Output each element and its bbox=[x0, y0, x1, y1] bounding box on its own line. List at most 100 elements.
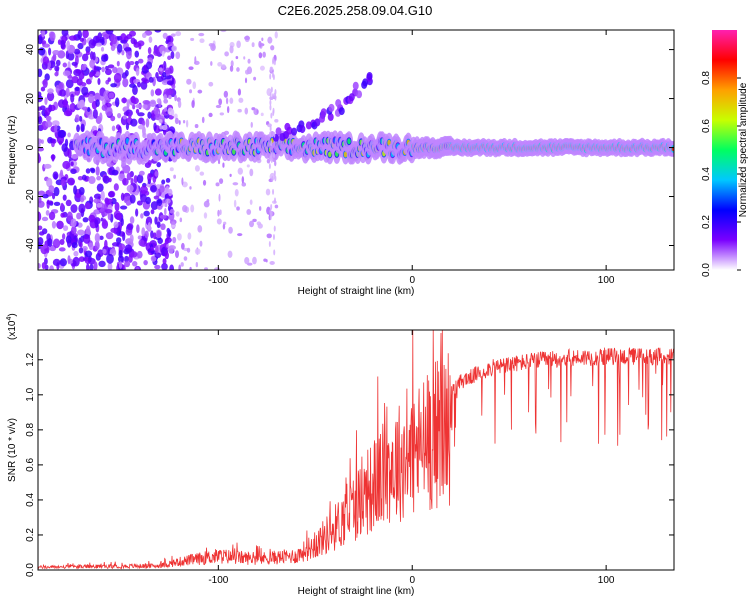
spectrogram-cell bbox=[268, 163, 271, 170]
spectrogram-cell bbox=[73, 250, 79, 257]
spectrogram-cell bbox=[41, 262, 46, 270]
spectrogram-cell bbox=[270, 140, 273, 147]
spectrogram-cell bbox=[72, 256, 80, 267]
spectrogram-cell bbox=[49, 265, 54, 270]
spectrogram-cell bbox=[217, 62, 223, 67]
spectrogram-cell bbox=[126, 172, 132, 181]
spectrogram-cell bbox=[272, 74, 275, 81]
spectrogram-cell bbox=[138, 170, 145, 176]
y-tick-label: -40 bbox=[25, 238, 36, 253]
x-tick-label: -100 bbox=[208, 275, 228, 286]
snr-series-line bbox=[38, 330, 674, 570]
spectrogram-cell bbox=[100, 190, 105, 201]
spectrogram-cell bbox=[164, 202, 168, 208]
spectrogram-cell bbox=[270, 86, 273, 93]
spectrogram-cell bbox=[219, 209, 222, 216]
spectrogram-cell bbox=[65, 87, 70, 98]
spectrogram-cell bbox=[160, 223, 166, 231]
spectrogram-cell bbox=[164, 75, 172, 80]
spectrogram-cell bbox=[46, 91, 55, 102]
spectrogram-cell bbox=[47, 238, 53, 247]
spectrogram-cell bbox=[94, 92, 101, 102]
spectrogram-cell bbox=[269, 125, 272, 132]
spectrogram-cell bbox=[122, 77, 129, 88]
spectrogram-cell bbox=[162, 258, 167, 265]
spectrogram-cell bbox=[81, 53, 89, 62]
spectrogram-cell bbox=[60, 202, 64, 211]
spectrogram-cell bbox=[136, 224, 140, 234]
spectrogram-cell bbox=[270, 112, 273, 119]
spectrogram-cell bbox=[80, 197, 85, 203]
spectrogram-cell bbox=[126, 98, 130, 109]
spectrogram-cell bbox=[171, 45, 178, 52]
spectrogram-cell bbox=[96, 202, 103, 208]
spectrogram-cell bbox=[328, 151, 332, 158]
spectrogram-cell bbox=[190, 204, 195, 213]
spectrogram-cell bbox=[63, 110, 72, 117]
spectrogram-cell bbox=[142, 99, 151, 105]
spectrogram-cell bbox=[286, 126, 293, 135]
spectrogram-cell bbox=[244, 107, 249, 115]
spectrogram-cell bbox=[259, 65, 265, 71]
spectrogram-cell bbox=[234, 189, 239, 197]
spectrogram-cell bbox=[169, 209, 175, 214]
spectrogram-cell bbox=[126, 184, 134, 193]
spectrogram-cell bbox=[249, 220, 255, 228]
spectrogram-cell bbox=[135, 108, 140, 114]
spectrogram-cell bbox=[244, 35, 250, 41]
spectrogram-cell bbox=[265, 188, 271, 196]
spectrogram-cell bbox=[117, 43, 123, 53]
spectrogram-cell bbox=[115, 237, 122, 244]
spectrogram-cell bbox=[94, 240, 100, 251]
spectrogram-cell bbox=[175, 211, 180, 217]
spectrogram-cell bbox=[113, 72, 122, 83]
figure-title: C2E6.2025.258.09.04.G10 bbox=[278, 3, 433, 18]
spectrogram-cell bbox=[134, 50, 140, 58]
spectrogram-cell bbox=[86, 106, 91, 113]
spectrogram-cell bbox=[94, 232, 101, 243]
spectrogram-cell bbox=[82, 217, 89, 223]
spectrogram-cell bbox=[218, 98, 223, 106]
spectrogram-cell bbox=[273, 197, 276, 204]
spectrogram-cell bbox=[159, 185, 165, 193]
spectrogram-cell bbox=[104, 68, 112, 76]
spectrogram-cell bbox=[166, 243, 169, 248]
spectrogram-cell bbox=[38, 115, 43, 125]
spectrogram-cell bbox=[347, 138, 351, 145]
spectrogram-cell bbox=[186, 78, 192, 85]
spectrogram-cell bbox=[161, 262, 168, 270]
y-tick-label: 0.4 bbox=[25, 493, 36, 507]
spectrogram-cell bbox=[328, 103, 335, 112]
spectrogram-cell bbox=[249, 168, 254, 177]
spectrogram-cell bbox=[138, 239, 145, 247]
spectrogram-panel: -100 0 100 -40 -20 0 20 40 Height of straight … bbox=[7, 29, 675, 297]
spectrogram-cell bbox=[273, 59, 276, 66]
spectrogram-cell bbox=[62, 62, 68, 68]
spectrogram-cell bbox=[268, 240, 271, 247]
spectrogram-cell bbox=[85, 225, 91, 236]
spectrogram-cell bbox=[153, 122, 157, 131]
spectrogram-cell bbox=[88, 93, 95, 104]
spectrogram-cell bbox=[210, 43, 216, 52]
spectrogram-cell bbox=[149, 101, 157, 108]
spectrogram-cell bbox=[150, 230, 154, 239]
spectrogram-cell bbox=[183, 256, 188, 261]
spectrogram-cell bbox=[166, 227, 171, 234]
spectrogram-cell bbox=[110, 44, 116, 52]
spectrogram-cell bbox=[38, 111, 41, 118]
spectrogram-cell bbox=[38, 190, 46, 196]
spectrogram-cell bbox=[95, 99, 100, 107]
spectrogram-x-ticks: -100 0 100 bbox=[208, 30, 615, 286]
spectrogram-cell bbox=[111, 125, 116, 132]
spectrogram-cell bbox=[170, 224, 176, 228]
spectrogram-cell bbox=[77, 229, 85, 236]
spectrogram-cell bbox=[54, 65, 60, 72]
spectrogram-cell bbox=[62, 225, 69, 232]
spectrogram-cell bbox=[267, 36, 273, 44]
spectrogram-cell bbox=[77, 30, 83, 40]
spectrogram-cell bbox=[99, 235, 104, 241]
snr-panel: -100 0 100 0.0 0.2 0.4 0.6 0.8 1.0 1.2 Height of… bbox=[6, 313, 675, 597]
spectrogram-cell bbox=[57, 129, 66, 138]
spectrogram-cell bbox=[97, 78, 101, 86]
spectrogram-cell bbox=[173, 174, 177, 179]
